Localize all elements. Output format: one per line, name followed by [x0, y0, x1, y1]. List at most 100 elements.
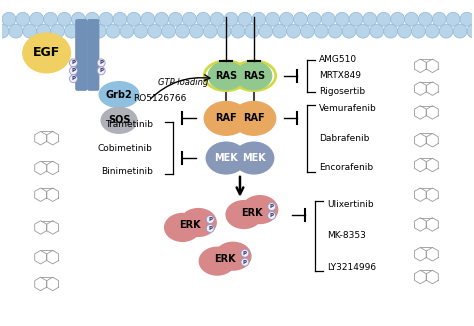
Ellipse shape — [208, 62, 244, 90]
Ellipse shape — [200, 247, 235, 275]
Circle shape — [391, 12, 405, 26]
Circle shape — [439, 24, 453, 38]
Text: RAS: RAS — [215, 71, 237, 81]
Circle shape — [321, 12, 335, 26]
Circle shape — [0, 12, 2, 26]
Circle shape — [182, 12, 196, 26]
Circle shape — [363, 12, 377, 26]
FancyBboxPatch shape — [76, 20, 87, 90]
Ellipse shape — [204, 101, 248, 135]
Circle shape — [460, 12, 474, 26]
Text: Trametinib: Trametinib — [105, 120, 153, 129]
Circle shape — [134, 24, 148, 38]
Ellipse shape — [232, 101, 276, 135]
Text: Vemurafenib: Vemurafenib — [319, 104, 377, 113]
Circle shape — [224, 12, 238, 26]
Text: AMG510: AMG510 — [319, 55, 357, 65]
Circle shape — [72, 12, 85, 26]
Ellipse shape — [234, 142, 273, 174]
Text: Rigosertib: Rigosertib — [319, 87, 365, 96]
Circle shape — [217, 24, 231, 38]
Circle shape — [349, 12, 363, 26]
Circle shape — [335, 12, 349, 26]
Circle shape — [97, 59, 105, 67]
Text: RAS: RAS — [243, 71, 265, 81]
Circle shape — [259, 24, 273, 38]
Circle shape — [113, 12, 127, 26]
Text: RO5126766: RO5126766 — [133, 94, 186, 103]
Circle shape — [356, 24, 370, 38]
Ellipse shape — [215, 242, 251, 270]
Circle shape — [293, 12, 308, 26]
Text: P: P — [72, 68, 75, 73]
Text: LY3214996: LY3214996 — [327, 263, 376, 272]
Circle shape — [384, 24, 398, 38]
Circle shape — [127, 12, 141, 26]
Circle shape — [190, 24, 203, 38]
Text: Ulixertinib: Ulixertinib — [327, 200, 374, 209]
Text: Dabrafenib: Dabrafenib — [319, 134, 370, 143]
Text: P: P — [243, 259, 247, 265]
Circle shape — [268, 212, 276, 219]
Circle shape — [36, 24, 51, 38]
Circle shape — [266, 12, 280, 26]
Text: RAF: RAF — [215, 113, 237, 123]
Ellipse shape — [236, 62, 272, 90]
Circle shape — [120, 24, 134, 38]
Text: Binimetinib: Binimetinib — [101, 168, 153, 176]
Circle shape — [69, 67, 77, 75]
Circle shape — [419, 12, 432, 26]
Text: ERK: ERK — [214, 254, 236, 264]
Circle shape — [405, 12, 419, 26]
Circle shape — [155, 12, 169, 26]
Circle shape — [280, 12, 293, 26]
Circle shape — [141, 12, 155, 26]
Circle shape — [92, 24, 106, 38]
Text: MRTX849: MRTX849 — [319, 71, 361, 80]
Circle shape — [308, 12, 321, 26]
Ellipse shape — [181, 209, 216, 236]
Circle shape — [23, 24, 36, 38]
Text: MEK: MEK — [242, 153, 266, 163]
Circle shape — [30, 12, 44, 26]
Circle shape — [432, 12, 446, 26]
Circle shape — [51, 24, 64, 38]
Text: P: P — [270, 204, 273, 209]
Circle shape — [241, 258, 249, 266]
Text: Cobimetinib: Cobimetinib — [98, 144, 153, 153]
Text: EGF: EGF — [33, 46, 60, 59]
Text: ERK: ERK — [180, 220, 201, 230]
Circle shape — [2, 12, 16, 26]
Text: P: P — [72, 60, 75, 65]
Circle shape — [273, 24, 287, 38]
Text: P: P — [99, 60, 103, 65]
Circle shape — [210, 12, 224, 26]
Circle shape — [245, 24, 259, 38]
Text: ERK: ERK — [241, 208, 263, 217]
Circle shape — [44, 12, 57, 26]
Circle shape — [377, 12, 391, 26]
Circle shape — [238, 12, 252, 26]
Text: P: P — [243, 251, 247, 256]
Circle shape — [231, 24, 245, 38]
Circle shape — [453, 24, 467, 38]
Circle shape — [314, 24, 328, 38]
Circle shape — [64, 24, 78, 38]
Text: P: P — [72, 76, 75, 81]
Circle shape — [78, 24, 92, 38]
Ellipse shape — [101, 108, 137, 133]
Circle shape — [99, 12, 113, 26]
Circle shape — [328, 24, 342, 38]
Circle shape — [446, 12, 460, 26]
Circle shape — [175, 24, 190, 38]
Ellipse shape — [226, 201, 262, 229]
Text: RAF: RAF — [243, 113, 264, 123]
Circle shape — [57, 12, 72, 26]
Circle shape — [148, 24, 162, 38]
Circle shape — [203, 24, 217, 38]
Circle shape — [411, 24, 425, 38]
Text: P: P — [208, 226, 212, 231]
Circle shape — [342, 24, 356, 38]
Circle shape — [0, 24, 9, 38]
Text: P: P — [99, 68, 103, 73]
